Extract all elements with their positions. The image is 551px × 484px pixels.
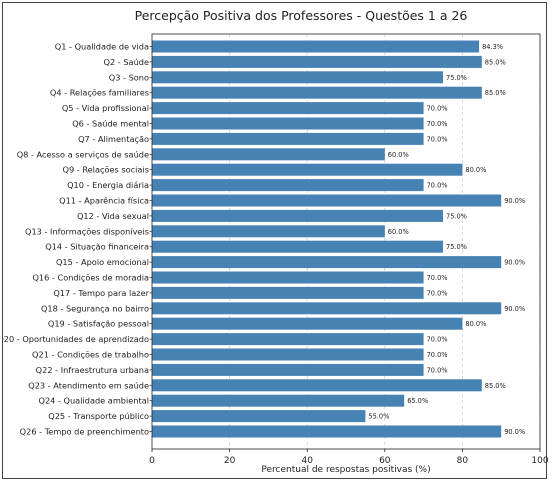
bars-group	[152, 40, 502, 438]
data-label: 84.3%	[482, 43, 503, 51]
category-label: Q16 - Condições de moradia	[32, 273, 149, 283]
data-label: 75.0%	[446, 74, 467, 82]
category-label: Q6 - Saúde mental	[72, 119, 149, 129]
bar	[152, 240, 443, 253]
data-label: 85.0%	[485, 382, 506, 390]
x-tick-label: 20	[224, 456, 236, 466]
category-label: Q22 - Infraestrutura urbana	[36, 365, 149, 375]
data-label: 90.0%	[504, 305, 525, 313]
bar	[152, 333, 424, 346]
x-tick-label: 100	[531, 456, 548, 466]
data-label: 70.0%	[427, 274, 448, 282]
category-label: Q17 - Tempo para lazer	[53, 288, 149, 298]
data-label: 80.0%	[465, 166, 486, 174]
data-label: 60.0%	[388, 228, 409, 236]
bar	[152, 271, 424, 284]
category-label: Q2 - Saúde	[104, 57, 149, 67]
category-label: Q15 - Apoio emocional	[56, 257, 149, 267]
bar	[152, 302, 502, 315]
category-label: Q24 - Qualidade ambiental	[39, 396, 149, 406]
category-label: Q11 - Aparência física	[59, 196, 149, 206]
data-label: 70.0%	[427, 182, 448, 190]
data-label: 85.0%	[485, 58, 506, 66]
x-axis-ticks: 0 20 40 60 80 100	[149, 449, 549, 466]
bar	[152, 256, 502, 269]
data-label: 90.0%	[504, 259, 525, 267]
bar	[152, 71, 443, 84]
category-label: Q19 - Satisfação pessoal	[48, 319, 149, 329]
data-label: 90.0%	[504, 197, 525, 205]
bar	[152, 117, 424, 130]
x-tick-label: 40	[301, 456, 313, 466]
category-label: Q8 - Acesso a serviços de saúde	[17, 149, 149, 159]
bar	[152, 225, 385, 238]
category-label: Q7 - Alimentação	[78, 134, 149, 144]
value-labels: 84.3% 85.0% 75.0% 85.0% 70.0% 70.0% 70.0% 60.0%…	[368, 43, 525, 436]
data-label: 70.0%	[427, 120, 448, 128]
x-tick-label: 0	[149, 456, 155, 466]
chart-title: Percepção Positiva dos Professores - Que…	[135, 8, 468, 23]
plot-area-border	[151, 33, 541, 450]
data-label: 90.0%	[504, 428, 525, 436]
category-labels: Q1 - Qualidade de vida Q2 - Saúde Q3 - Son…	[0, 42, 152, 437]
bar	[152, 394, 405, 407]
category-label: Q25 - Transporte público	[48, 411, 149, 421]
bar	[152, 163, 463, 176]
data-label: 75.0%	[446, 243, 467, 251]
bar	[152, 86, 482, 99]
bar	[152, 194, 502, 207]
category-label: Q1 - Qualidade de vida	[55, 42, 149, 52]
data-label: 80.0%	[465, 320, 486, 328]
category-label: Q14 - Situação financeira	[45, 242, 149, 252]
bar	[152, 40, 480, 53]
bar	[152, 148, 385, 161]
category-label: Q23 - Atendimento em saúde	[28, 380, 149, 390]
data-label: 70.0%	[427, 351, 448, 359]
category-label: Q13 - Informações disponíveis	[25, 226, 149, 236]
category-label: Q5 - Vida profissional	[62, 103, 149, 113]
bar	[152, 55, 482, 68]
data-label: 65.0%	[407, 397, 428, 405]
data-label: 70.0%	[427, 105, 448, 113]
category-label: Q26 - Tempo de preenchimento	[20, 427, 149, 437]
bar	[152, 425, 502, 438]
data-label: 55.0%	[368, 413, 389, 421]
x-tick-label: 80	[457, 456, 469, 466]
bar-chart: Percepção Positiva dos Professores - Que…	[0, 8, 549, 475]
bar	[152, 348, 424, 361]
category-label: Q3 - Sono	[109, 72, 149, 82]
bar	[152, 102, 424, 115]
data-label: 85.0%	[485, 89, 506, 97]
category-label: Q18 - Segurança no bairro	[41, 303, 149, 313]
bar	[152, 379, 482, 392]
category-label: Q21 - Condições de trabalho	[32, 350, 149, 360]
bar	[152, 132, 424, 145]
category-label: Q20 - Oportunidades de aprendizado	[3, 334, 149, 344]
bar	[152, 363, 424, 376]
data-label: 70.0%	[427, 135, 448, 143]
bar	[152, 317, 463, 330]
category-label: Q12 - Vida sexual	[77, 211, 149, 221]
data-label: 70.0%	[427, 336, 448, 344]
bar	[152, 209, 443, 222]
data-label: 75.0%	[446, 212, 467, 220]
x-axis-label: Percentual de respostas positivas (%)	[261, 465, 430, 475]
x-tick-label: 60	[379, 456, 391, 466]
data-label: 70.0%	[427, 366, 448, 374]
category-label: Q10 - Energia diária	[67, 180, 149, 190]
bar	[152, 179, 424, 192]
category-label: Q9 - Relações sociais	[63, 165, 150, 175]
bar	[152, 286, 424, 299]
bar	[152, 410, 366, 423]
category-label: Q4 - Relações familiares	[50, 88, 149, 98]
data-label: 70.0%	[427, 289, 448, 297]
data-label: 60.0%	[388, 151, 409, 159]
